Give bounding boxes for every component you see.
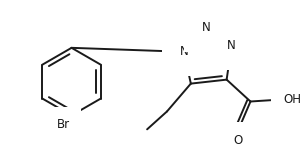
Text: OH: OH bbox=[283, 93, 301, 106]
Text: N: N bbox=[227, 39, 236, 52]
Text: O: O bbox=[233, 134, 242, 147]
Text: N: N bbox=[201, 21, 210, 34]
Text: Br: Br bbox=[56, 118, 70, 131]
Text: N: N bbox=[180, 45, 188, 58]
